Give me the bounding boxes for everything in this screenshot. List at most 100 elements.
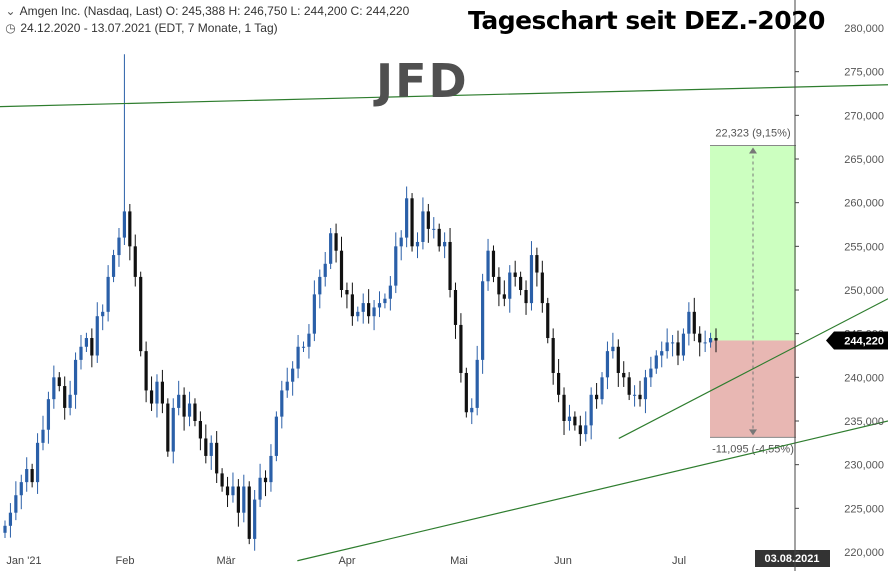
measure-down-label: -11,095 (-4,55%) <box>712 443 794 455</box>
chevron-down-icon[interactable]: ⌄ <box>5 4 16 18</box>
candle-body <box>361 303 365 312</box>
candle <box>432 217 436 239</box>
candle <box>68 380 72 416</box>
candle <box>524 280 528 315</box>
candle <box>296 334 300 379</box>
candle <box>160 369 164 414</box>
candle <box>312 280 316 342</box>
candle-body <box>3 525 7 533</box>
candle <box>557 358 561 403</box>
candle-body <box>605 351 610 378</box>
candle <box>242 474 246 523</box>
candle <box>350 282 354 326</box>
y-tick-label: 235,000 <box>844 416 884 428</box>
candle-body <box>291 368 295 382</box>
candle-body <box>497 276 501 295</box>
candle <box>3 520 7 539</box>
candle-body <box>160 381 164 404</box>
candle-body <box>177 394 181 408</box>
candle <box>410 193 414 252</box>
candle-body <box>139 276 143 352</box>
candle-body <box>285 381 289 391</box>
candle <box>198 411 202 451</box>
candle-body <box>111 255 116 277</box>
y-tick-label: 270,000 <box>844 110 884 122</box>
candlesticks <box>3 54 718 551</box>
x-tick-label: Jun <box>554 555 572 567</box>
candle <box>703 330 707 353</box>
candle <box>253 489 257 551</box>
candle-body <box>643 377 648 400</box>
candle <box>73 352 78 409</box>
candle-body <box>155 381 159 404</box>
candle-body <box>263 477 268 483</box>
instrument-row: ⌄ Amgen Inc. (Nasdaq, Last) O: 245,388 H… <box>4 4 409 18</box>
candle <box>605 341 610 390</box>
arrow-up-head <box>749 147 757 154</box>
last-price-tag <box>826 331 888 350</box>
candle <box>291 361 295 396</box>
date-range: 24.12.2020 - 13.07.2021 (EDT, 7 Monate, … <box>20 21 278 35</box>
x-tick-label: Jan '21 <box>6 555 41 567</box>
candle-body <box>475 359 479 408</box>
candle <box>111 249 116 283</box>
candle <box>187 391 192 427</box>
clock-icon: ◷ <box>5 21 16 35</box>
candle <box>19 474 23 510</box>
y-tick-label: 220,000 <box>844 547 884 559</box>
candle <box>101 304 105 331</box>
candle-body <box>584 425 588 435</box>
candle <box>622 361 626 387</box>
candle <box>166 398 170 457</box>
candle-body <box>345 290 349 295</box>
candle <box>231 472 235 503</box>
candle <box>263 470 268 497</box>
y-tick-label: 280,000 <box>844 23 884 35</box>
x-tick-label: Mär <box>217 555 236 567</box>
candle-body <box>681 333 686 356</box>
candle <box>215 431 219 484</box>
candle <box>204 424 208 464</box>
candle <box>128 203 132 261</box>
candle <box>502 280 506 307</box>
candle-body <box>665 342 669 352</box>
candle <box>285 367 289 398</box>
candle <box>280 380 284 429</box>
candle-body <box>171 407 175 452</box>
candle <box>144 341 148 403</box>
candle <box>30 463 34 488</box>
last-price-label: 244,220 <box>844 335 884 347</box>
candle-body <box>372 307 376 317</box>
candle-body <box>301 346 306 348</box>
candle <box>589 387 593 440</box>
candle-body <box>106 276 110 312</box>
candle-body <box>513 272 517 277</box>
candle-body <box>622 372 626 378</box>
y-tick-label: 250,000 <box>844 285 884 297</box>
x-axis-ticks: Jan '21 Feb Mär Apr Mai Jun Jul 03.08.2021 <box>6 550 830 567</box>
candle-body <box>367 303 371 317</box>
last-date-tag <box>755 550 830 567</box>
candle <box>57 372 61 392</box>
candle-body <box>448 241 452 290</box>
candle <box>79 334 83 370</box>
measure-up-label: 22,323 (9,15%) <box>715 128 790 140</box>
instrument-name: Amgen Inc. (Nasdaq, Last) <box>19 4 163 18</box>
candle <box>567 404 572 431</box>
candle-body <box>464 372 468 413</box>
candle <box>491 245 496 283</box>
y-tick-label: 255,000 <box>844 241 884 253</box>
trendlines <box>0 84 888 562</box>
candle-body <box>231 486 235 496</box>
candle-body <box>101 311 105 317</box>
price-axis: 220,000225,000230,000235,000240,000245,0… <box>794 0 888 571</box>
candle <box>405 186 409 248</box>
candle-body <box>144 351 148 391</box>
candle-body <box>432 228 436 230</box>
y-tick-label: 265,000 <box>844 154 884 166</box>
candle <box>453 282 458 339</box>
candle <box>649 356 653 387</box>
candle-body <box>551 338 555 373</box>
candle <box>63 376 67 420</box>
